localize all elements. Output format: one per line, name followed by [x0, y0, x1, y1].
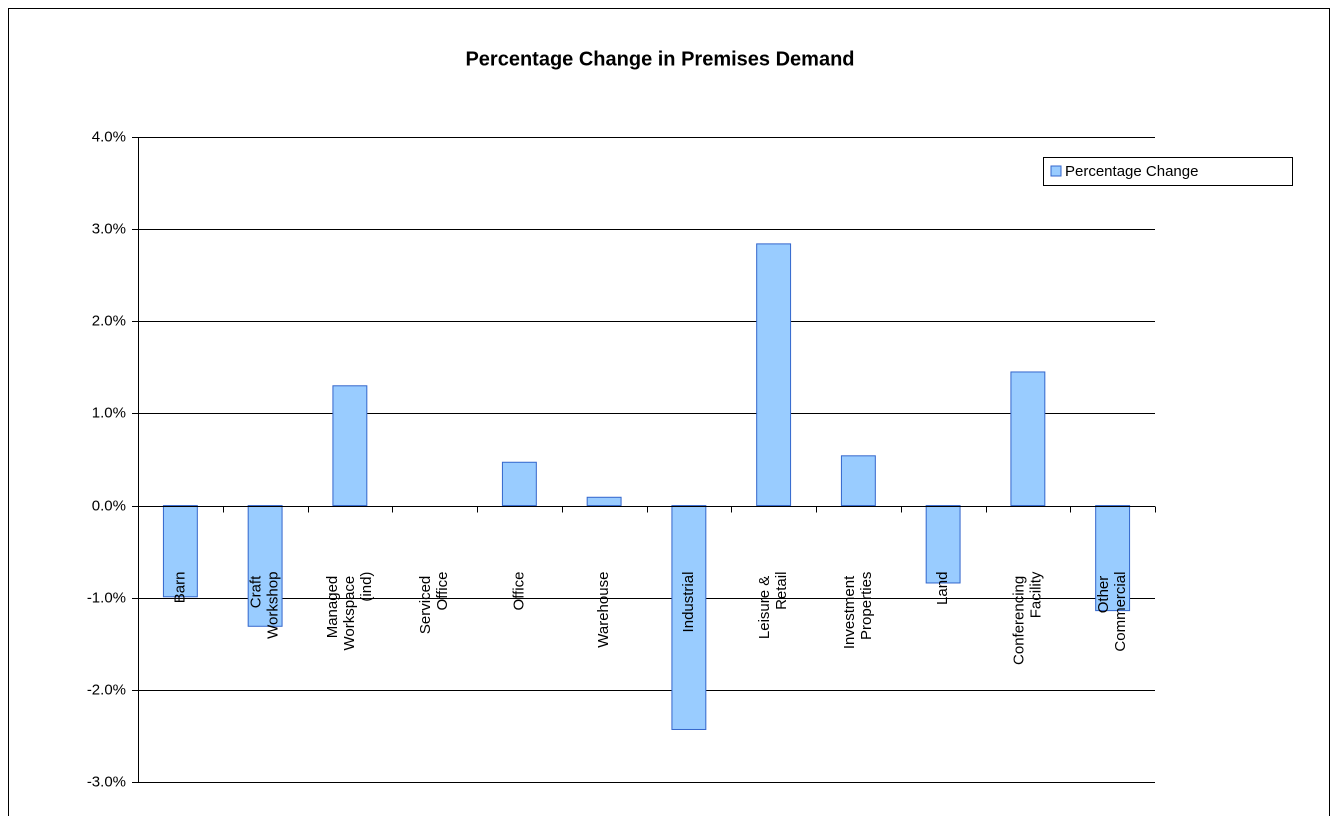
chart-frame — [8, 8, 1330, 816]
y-tick-label: 3.0% — [92, 220, 126, 237]
x-tick-label: Warehouse — [595, 572, 612, 648]
x-tick-label: Conferencing Facility — [1010, 571, 1044, 665]
legend-label: Percentage Change — [1065, 163, 1198, 180]
y-tick-label: 4.0% — [92, 128, 126, 145]
chart-title: Percentage Change in Premises Demand — [465, 48, 854, 70]
bar — [247, 505, 283, 627]
bar — [1010, 371, 1046, 507]
x-tick-label: Other Commercial — [1095, 572, 1129, 652]
x-tick-label: Barn — [171, 572, 188, 604]
x-tick-label: Industrial — [680, 572, 697, 633]
x-tick-label: Craft Workshop — [248, 572, 282, 639]
y-tick-label: 0.0% — [92, 497, 126, 514]
x-tick-label: Office — [510, 572, 527, 611]
bar — [756, 243, 792, 507]
x-tick-label: Land — [934, 572, 951, 605]
y-tick-label: 1.0% — [92, 404, 126, 421]
y-tick-label: 2.0% — [92, 312, 126, 329]
bar — [332, 385, 368, 507]
legend-swatch — [1050, 165, 1062, 177]
bar — [1095, 505, 1131, 612]
x-tick-label: Investment Properties — [841, 572, 875, 650]
bar — [840, 455, 876, 507]
bar — [925, 505, 961, 584]
x-tick-label: Managed Workspace (ind) — [324, 572, 375, 651]
y-tick-label: -3.0% — [87, 773, 126, 790]
legend-box — [1043, 157, 1293, 186]
bar — [586, 496, 622, 507]
bar — [671, 505, 707, 730]
bar — [162, 505, 198, 598]
y-tick-label: -2.0% — [87, 681, 126, 698]
x-tick-label: Leisure & Retail — [756, 572, 790, 640]
y-tick-label: -1.0% — [87, 589, 126, 606]
bar — [501, 461, 537, 507]
x-tick-label: Serviced Office — [417, 572, 451, 635]
